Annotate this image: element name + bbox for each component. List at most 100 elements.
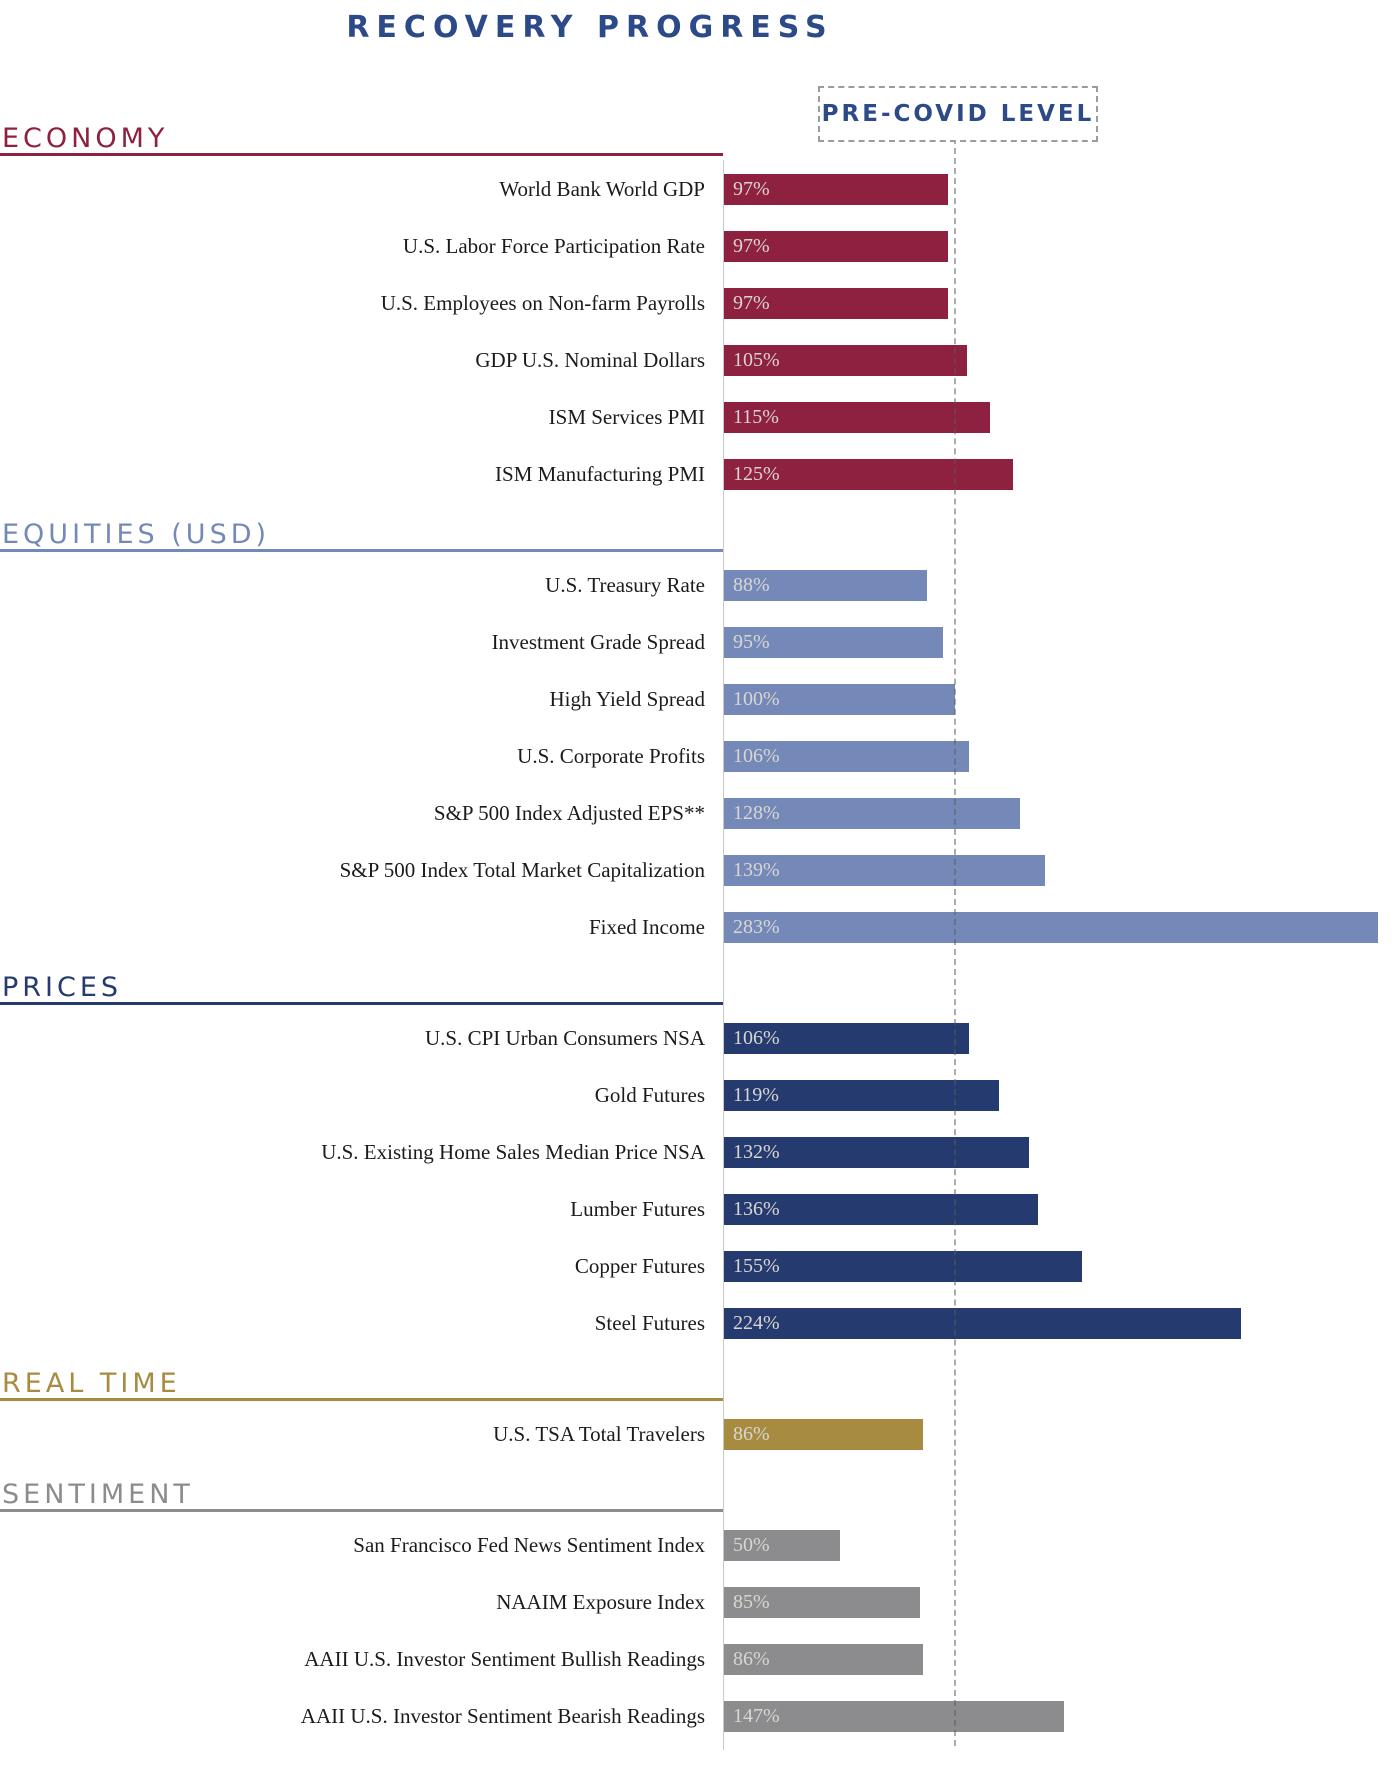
section-header-real-time: REAL TIME xyxy=(0,1357,723,1401)
bar-steel-futures: 224% xyxy=(724,1308,1241,1339)
section-title-sentiment: SENTIMENT xyxy=(2,1478,194,1510)
section-header-economy: ECONOMY xyxy=(0,112,723,156)
bar-u-s-corporate-profits: 106% xyxy=(724,741,969,772)
bar-value-label: 106% xyxy=(733,745,780,767)
row-label: GDP U.S. Nominal Dollars xyxy=(475,348,705,372)
bar-track: 86% xyxy=(723,1644,1397,1675)
row-lumber-futures: Lumber Futures 136% xyxy=(0,1181,1397,1238)
bar-track: 283% xyxy=(723,912,1397,943)
section-title-prices: PRICES xyxy=(2,971,123,1003)
bar-track: 97% xyxy=(723,288,1397,319)
row-world-bank-world-gdp: World Bank World GDP 97% xyxy=(0,161,1397,218)
row-label: Steel Futures xyxy=(594,1311,705,1335)
row-label: Investment Grade Spread xyxy=(491,630,705,654)
row-label: U.S. Labor Force Participation Rate xyxy=(402,234,705,258)
pre-covid-reference-line xyxy=(954,138,956,1746)
row-gold-futures: Gold Futures 119% xyxy=(0,1067,1397,1124)
row-high-yield-spread: High Yield Spread 100% xyxy=(0,671,1397,728)
bar-value-label: 95% xyxy=(733,631,770,653)
bar-san-francisco-fed-news-sentiment-index: 50% xyxy=(724,1530,840,1561)
bar-track: 95% xyxy=(723,627,1397,658)
bar-track: 115% xyxy=(723,402,1397,433)
bar-track: 119% xyxy=(723,1080,1397,1111)
row-copper-futures: Copper Futures 155% xyxy=(0,1238,1397,1295)
bar-copper-futures: 155% xyxy=(724,1251,1082,1282)
bar-track: 128% xyxy=(723,798,1397,829)
bar-u-s-labor-force-participation-rate: 97% xyxy=(724,231,948,262)
row-label: Lumber Futures xyxy=(570,1197,705,1221)
bar-value-label: 147% xyxy=(733,1705,780,1727)
pre-covid-level-callout: PRE-COVID LEVEL xyxy=(818,86,1098,142)
chart-sections: ECONOMY World Bank World GDP 97% U.S. Labor… xyxy=(0,112,1397,1750)
bar-track: 50% xyxy=(723,1530,1397,1561)
bar-value-label: 88% xyxy=(733,574,770,596)
row-label: U.S. Employees on Non-farm Payrolls xyxy=(380,291,705,315)
row-u-s-labor-force-participation-rate: U.S. Labor Force Participation Rate 97% xyxy=(0,218,1397,275)
row-label: NAAIM Exposure Index xyxy=(496,1590,705,1614)
row-naaim-exposure-index: NAAIM Exposure Index 85% xyxy=(0,1574,1397,1631)
section-title-economy: ECONOMY xyxy=(2,122,169,154)
bar-value-label: 115% xyxy=(733,406,779,428)
bar-value-label: 97% xyxy=(733,292,770,314)
row-label: Fixed Income xyxy=(588,915,705,939)
section-rows-equities-usd: U.S. Treasury Rate 88% Investment Grade Sp… xyxy=(0,552,1397,961)
row-s-p-500-index-total-market-capitalization: S&P 500 Index Total Market Capitalizatio… xyxy=(0,842,1397,899)
bar-u-s-cpi-urban-consumers-nsa: 106% xyxy=(724,1023,969,1054)
row-label: U.S. Corporate Profits xyxy=(517,744,705,768)
bar-aaii-u-s-investor-sentiment-bullish-readings: 86% xyxy=(724,1644,923,1675)
bar-value-label: 100% xyxy=(733,688,780,710)
row-u-s-corporate-profits: U.S. Corporate Profits 106% xyxy=(0,728,1397,785)
bar-value-label: 155% xyxy=(733,1255,780,1277)
row-ism-manufacturing-pmi: ISM Manufacturing PMI 125% xyxy=(0,446,1397,503)
row-label: U.S. CPI Urban Consumers NSA xyxy=(424,1026,705,1050)
row-gdp-u-s-nominal-dollars: GDP U.S. Nominal Dollars 105% xyxy=(0,332,1397,389)
row-label: World Bank World GDP xyxy=(499,177,705,201)
section-header-prices: PRICES xyxy=(0,961,723,1005)
bar-high-yield-spread: 100% xyxy=(724,684,955,715)
section-title-equities-usd: EQUITIES (USD) xyxy=(2,518,271,550)
bar-u-s-tsa-total-travelers: 86% xyxy=(724,1419,923,1450)
row-investment-grade-spread: Investment Grade Spread 95% xyxy=(0,614,1397,671)
bar-value-label: 119% xyxy=(733,1084,779,1106)
bar-world-bank-world-gdp: 97% xyxy=(724,174,948,205)
section-rows-real-time: U.S. TSA Total Travelers 86% xyxy=(0,1401,1397,1468)
row-label: S&P 500 Index Total Market Capitalizatio… xyxy=(339,858,705,882)
bar-value-label: 50% xyxy=(733,1534,770,1556)
row-label: ISM Services PMI xyxy=(548,405,705,429)
bar-s-p-500-index-total-market-capitalization: 139% xyxy=(724,855,1045,886)
bar-track: 85% xyxy=(723,1587,1397,1618)
row-label: S&P 500 Index Adjusted EPS** xyxy=(433,801,705,825)
bar-track: 88% xyxy=(723,570,1397,601)
row-fixed-income: Fixed Income 283% xyxy=(0,899,1397,956)
bar-value-label: 128% xyxy=(733,802,780,824)
bar-value-label: 86% xyxy=(733,1423,770,1445)
page-title: RECOVERY PROGRESS xyxy=(346,10,834,45)
bar-value-label: 224% xyxy=(733,1312,780,1334)
bar-value-label: 125% xyxy=(733,463,780,485)
bar-lumber-futures: 136% xyxy=(724,1194,1038,1225)
section-header-equities-usd: EQUITIES (USD) xyxy=(0,508,723,552)
row-u-s-tsa-total-travelers: U.S. TSA Total Travelers 86% xyxy=(0,1406,1397,1463)
bar-u-s-employees-on-non-farm-payrolls: 97% xyxy=(724,288,948,319)
row-ism-services-pmi: ISM Services PMI 115% xyxy=(0,389,1397,446)
bar-fixed-income: 283% xyxy=(724,912,1378,943)
bar-track: 147% xyxy=(723,1701,1397,1732)
bar-track: 106% xyxy=(723,1023,1397,1054)
bar-value-label: 136% xyxy=(733,1198,780,1220)
row-label: San Francisco Fed News Sentiment Index xyxy=(353,1533,705,1557)
row-s-p-500-index-adjusted-eps: S&P 500 Index Adjusted EPS** 128% xyxy=(0,785,1397,842)
bar-u-s-existing-home-sales-median-price-nsa: 132% xyxy=(724,1137,1029,1168)
bar-track: 132% xyxy=(723,1137,1397,1168)
row-label: AAII U.S. Investor Sentiment Bearish Rea… xyxy=(300,1704,705,1728)
row-label: U.S. Existing Home Sales Median Price NS… xyxy=(321,1140,705,1164)
bar-investment-grade-spread: 95% xyxy=(724,627,943,658)
bar-track: 100% xyxy=(723,684,1397,715)
pre-covid-level-label: PRE-COVID LEVEL xyxy=(821,101,1095,127)
bar-value-label: 97% xyxy=(733,235,770,257)
bar-ism-manufacturing-pmi: 125% xyxy=(724,459,1013,490)
bar-value-label: 283% xyxy=(733,916,780,938)
bar-value-label: 97% xyxy=(733,178,770,200)
section-rows-prices: U.S. CPI Urban Consumers NSA 106% Gold Fut… xyxy=(0,1005,1397,1357)
bar-track: 224% xyxy=(723,1308,1397,1339)
bar-naaim-exposure-index: 85% xyxy=(724,1587,920,1618)
